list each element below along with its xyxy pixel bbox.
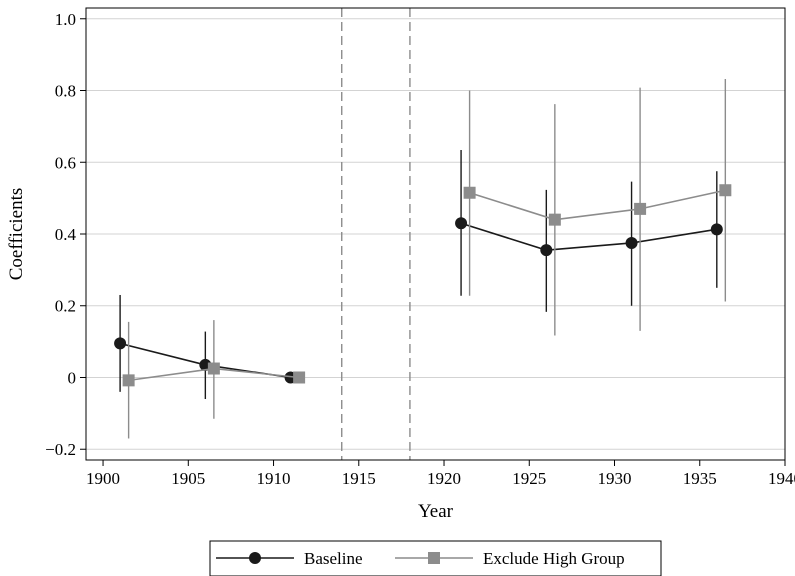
legend-item: Baseline — [216, 549, 363, 568]
series-line — [469, 189, 726, 221]
data-point — [719, 184, 732, 197]
y-tick-label: 0.2 — [55, 297, 76, 316]
y-tick-label: 0.6 — [55, 153, 76, 172]
x-tick-label: 1915 — [342, 469, 376, 488]
y-tick-label: 0 — [68, 368, 77, 387]
data-point — [428, 552, 440, 564]
y-tick-label: −0.2 — [45, 440, 76, 459]
x-axis-title: Year — [418, 501, 454, 522]
reference-vlines — [341, 8, 411, 460]
y-tick-label: 0.4 — [55, 225, 77, 244]
y-axis-title: Coefficients — [6, 188, 27, 281]
series-square — [122, 79, 732, 439]
x-tick-label: 1935 — [683, 469, 717, 488]
data-point — [634, 202, 647, 215]
y-tick-label: 1.0 — [55, 10, 76, 29]
series — [114, 79, 732, 439]
x-axis: 1900 1905 1910 1915 1920 1925 1930 1935 1940 — [86, 460, 795, 488]
data-point — [455, 217, 468, 230]
x-tick-label: 1910 — [257, 469, 291, 488]
x-tick-label: 1920 — [427, 469, 461, 488]
legend-label: Baseline — [304, 549, 363, 568]
data-point — [207, 362, 220, 375]
data-point — [122, 374, 135, 387]
x-tick-label: 1905 — [171, 469, 205, 488]
data-point — [114, 337, 127, 350]
data-point — [540, 244, 553, 257]
series-circle — [114, 150, 723, 400]
data-point — [625, 236, 638, 249]
data-point — [548, 213, 561, 226]
y-tick-label: 0.8 — [55, 82, 76, 101]
x-tick-label: 1940 — [768, 469, 795, 488]
data-point — [463, 186, 476, 199]
gridlines — [86, 18, 785, 450]
legend: Baseline Exclude High Group — [209, 540, 662, 576]
data-point — [293, 371, 306, 384]
x-tick-label: 1925 — [512, 469, 546, 488]
x-tick-label: 1900 — [86, 469, 120, 488]
data-point — [249, 552, 261, 564]
legend-item: Exclude High Group — [395, 549, 625, 568]
legend-label: Exclude High Group — [483, 549, 625, 568]
series-line — [460, 222, 717, 251]
x-tick-label: 1930 — [598, 469, 632, 488]
data-point — [710, 223, 723, 236]
y-axis: −0.2 0 0.2 0.4 0.6 0.8 1.0 — [45, 10, 86, 459]
